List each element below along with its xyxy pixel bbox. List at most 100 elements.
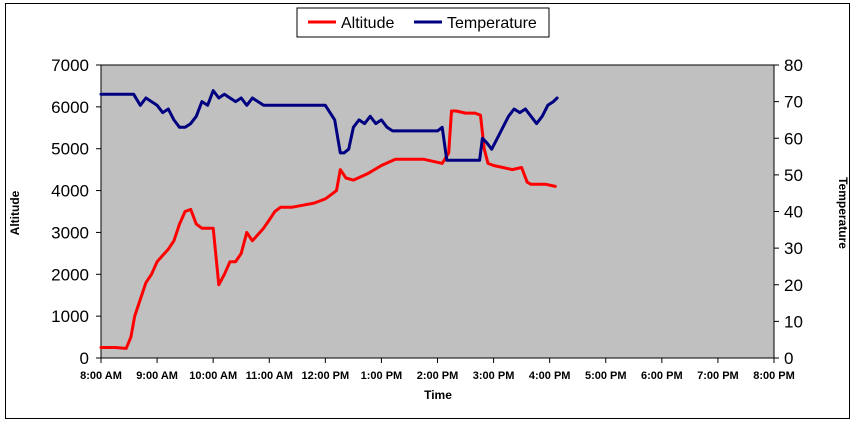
altitude-point: [228, 260, 232, 263]
left-tick-label: 4000: [51, 182, 89, 201]
altitude-point: [479, 114, 482, 117]
altitude-point: [529, 183, 533, 186]
x-tick-label: 3:00 PM: [473, 370, 515, 382]
altitude-point: [422, 158, 425, 161]
temperature-point: [273, 104, 277, 107]
temperature-point: [132, 93, 135, 96]
altitude-point: [339, 168, 342, 171]
right-tick-label: 50: [784, 166, 803, 185]
temperature-point: [324, 104, 327, 107]
temperature-point: [189, 122, 192, 125]
right-axis: 0 10 20 30 40 50 60 70 80: [774, 56, 803, 368]
temperature-point: [339, 151, 342, 155]
altitude-point: [155, 260, 159, 263]
altitude-point: [129, 335, 133, 339]
altitude-point: [301, 204, 305, 207]
altitude-point: [554, 185, 557, 188]
right-axis-title: Temperature: [836, 177, 850, 249]
altitude-point: [139, 298, 142, 301]
temperature-point: [436, 129, 439, 133]
temperature-point: [234, 100, 237, 103]
altitude-point: [273, 210, 277, 213]
temperature-point: [144, 96, 148, 100]
temperature-point: [478, 159, 481, 162]
left-tick-label: 5000: [51, 140, 89, 159]
altitude-point: [189, 208, 192, 211]
temperature-point: [512, 107, 516, 111]
x-tick-label: 10:00 AM: [189, 370, 237, 382]
temperature-point: [529, 115, 533, 118]
altitude-point: [183, 210, 187, 213]
temperature-point: [541, 115, 544, 118]
left-tick-label: 3000: [51, 223, 89, 242]
temperature-point: [496, 137, 499, 140]
x-tick-label: 9:00 AM: [136, 370, 178, 382]
left-tick-label: 2000: [51, 265, 89, 284]
right-tick-label: 80: [784, 56, 803, 75]
altitude-point: [312, 201, 316, 205]
right-tick-label: 0: [784, 349, 793, 368]
x-tick-label: 8:00 AM: [80, 370, 122, 382]
temperature-point: [223, 93, 226, 96]
altitude-point: [161, 254, 164, 257]
altitude-point: [473, 111, 477, 115]
temperature-point: [490, 148, 493, 151]
temperature-point: [363, 122, 366, 125]
right-tick-label: 60: [784, 129, 803, 148]
altitude-point: [329, 193, 333, 196]
altitude-point: [268, 218, 271, 222]
temperature-point: [200, 100, 204, 103]
altitude-point: [464, 111, 467, 115]
temperature-point: [251, 96, 254, 100]
temperature-point: [507, 115, 510, 118]
x-tick-label: 6:00 PM: [641, 370, 683, 382]
x-tick-label: 4:00 PM: [529, 370, 571, 382]
altitude-point: [544, 183, 548, 186]
temperature-point: [155, 104, 159, 107]
temperature-point: [397, 129, 400, 133]
altitude-point: [172, 239, 176, 242]
temperature-point: [139, 104, 142, 107]
altitude-point: [431, 160, 434, 163]
temperature-point: [206, 104, 209, 107]
temperature-point: [212, 89, 215, 92]
legend-label-temperature: Temperature: [447, 15, 537, 32]
temperature-point: [161, 111, 164, 114]
x-tick-label: 12:00 PM: [301, 370, 349, 382]
altitude-point: [234, 260, 237, 263]
altitude-point: [492, 164, 495, 167]
temperature-point: [450, 159, 453, 162]
temperature-point: [441, 126, 444, 129]
temperature-point: [391, 129, 394, 133]
altitude-point: [245, 231, 248, 234]
temperature-point: [535, 122, 538, 125]
temperature-point: [268, 104, 271, 107]
altitude-point: [240, 252, 243, 255]
altitude-point: [178, 222, 181, 226]
altitude-point: [99, 346, 103, 349]
altitude-point: [212, 227, 215, 230]
temperature-point: [228, 96, 232, 100]
temperature-point: [262, 104, 265, 107]
temperature-point: [552, 100, 555, 103]
altitude-point: [217, 283, 220, 286]
x-tick-label: 11:00 AM: [246, 370, 293, 382]
right-tick-label: 20: [784, 276, 803, 295]
altitude-point: [324, 197, 327, 201]
temperature-point: [347, 148, 350, 151]
temperature-point: [240, 96, 243, 100]
altitude-point: [344, 176, 348, 180]
altitude-point: [223, 273, 226, 276]
x-tick-label: 8:00 PM: [753, 370, 795, 382]
altitude-point: [125, 347, 128, 350]
temperature-point: [408, 129, 411, 133]
altitude-point: [335, 189, 338, 192]
x-tick-label: 2:00 PM: [417, 370, 459, 382]
temperature-point: [296, 104, 299, 107]
altitude-point: [441, 162, 444, 165]
left-axis-title: Altitude: [8, 190, 22, 235]
altitude-point: [290, 206, 293, 209]
series-line-altitude: [99, 109, 557, 350]
temperature-point: [481, 137, 484, 140]
